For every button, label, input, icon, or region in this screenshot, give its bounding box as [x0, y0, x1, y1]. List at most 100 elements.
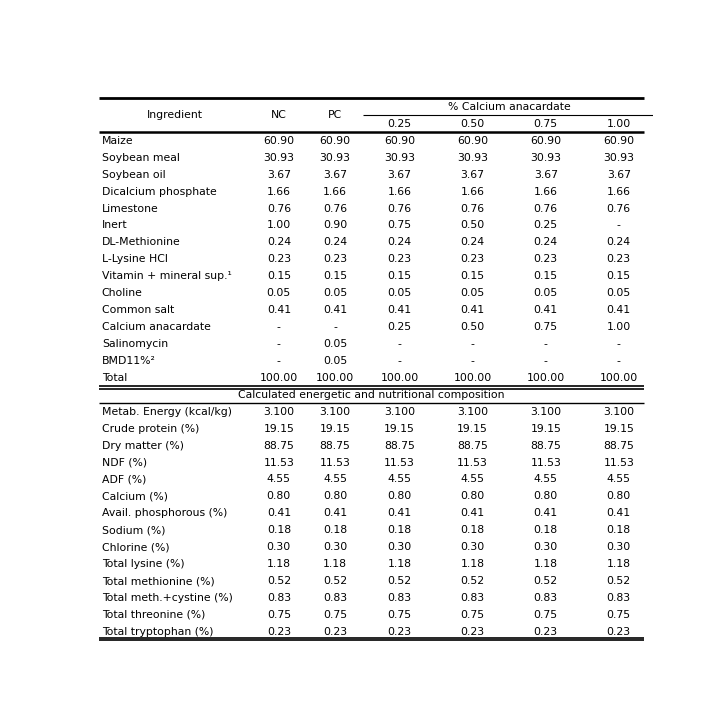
Text: -: - [398, 339, 402, 349]
Text: 0.15: 0.15 [323, 271, 347, 281]
Text: 0.80: 0.80 [534, 491, 558, 502]
Text: -: - [277, 322, 281, 332]
Text: 0.18: 0.18 [534, 525, 558, 535]
Text: 0.30: 0.30 [607, 542, 631, 553]
Text: 0.41: 0.41 [267, 508, 291, 518]
Text: 1.18: 1.18 [460, 559, 485, 569]
Text: 0.83: 0.83 [323, 593, 347, 603]
Text: 0.23: 0.23 [534, 627, 558, 637]
Text: 0.24: 0.24 [267, 238, 291, 247]
Text: 0.23: 0.23 [323, 254, 347, 265]
Text: 0.80: 0.80 [388, 491, 412, 502]
Text: Sodium (%): Sodium (%) [102, 525, 165, 535]
Text: 0.41: 0.41 [388, 305, 412, 315]
Text: 1.66: 1.66 [607, 187, 631, 196]
Text: 0.52: 0.52 [460, 576, 485, 586]
Text: 0.15: 0.15 [607, 271, 631, 281]
Text: 60.90: 60.90 [457, 136, 488, 146]
Text: 0.05: 0.05 [323, 356, 347, 366]
Text: Soybean meal: Soybean meal [102, 153, 180, 163]
Text: 60.90: 60.90 [603, 136, 634, 146]
Text: 0.41: 0.41 [267, 305, 291, 315]
Text: 0.18: 0.18 [267, 525, 291, 535]
Text: 0.41: 0.41 [323, 508, 347, 518]
Text: 0.24: 0.24 [460, 238, 485, 247]
Text: 60.90: 60.90 [263, 136, 294, 146]
Text: DL-Methionine: DL-Methionine [102, 238, 181, 247]
Text: PC: PC [328, 111, 342, 121]
Text: 3.100: 3.100 [263, 406, 294, 417]
Text: 0.24: 0.24 [607, 238, 631, 247]
Text: 1.66: 1.66 [388, 187, 412, 196]
Text: 0.30: 0.30 [323, 542, 347, 553]
Text: 30.93: 30.93 [457, 153, 488, 163]
Text: 0.23: 0.23 [607, 627, 631, 637]
Text: Total threonine (%): Total threonine (%) [102, 610, 205, 620]
Text: 3.67: 3.67 [323, 169, 347, 180]
Text: 0.30: 0.30 [534, 542, 558, 553]
Text: 100.00: 100.00 [316, 373, 355, 383]
Text: NC: NC [271, 111, 287, 121]
Text: 4.55: 4.55 [460, 475, 485, 484]
Text: Chlorine (%): Chlorine (%) [102, 542, 170, 553]
Text: Calcium anacardate: Calcium anacardate [102, 322, 211, 332]
Text: 0.24: 0.24 [323, 238, 347, 247]
Text: 88.75: 88.75 [384, 441, 415, 451]
Text: 0.05: 0.05 [534, 288, 558, 298]
Text: 1.18: 1.18 [388, 559, 412, 569]
Text: 19.15: 19.15 [263, 424, 294, 433]
Text: Dicalcium phosphate: Dicalcium phosphate [102, 187, 217, 196]
Text: 0.75: 0.75 [323, 610, 347, 620]
Text: 0.75: 0.75 [388, 610, 412, 620]
Text: 0.52: 0.52 [267, 576, 291, 586]
Text: 0.90: 0.90 [323, 220, 347, 230]
Text: Inert: Inert [102, 220, 128, 230]
Text: 11.53: 11.53 [384, 457, 415, 467]
Text: 0.83: 0.83 [607, 593, 631, 603]
Text: -: - [277, 356, 281, 366]
Text: 0.23: 0.23 [607, 254, 631, 265]
Text: 0.76: 0.76 [323, 204, 347, 214]
Text: 0.18: 0.18 [460, 525, 485, 535]
Text: 0.25: 0.25 [534, 220, 558, 230]
Text: 0.41: 0.41 [460, 305, 485, 315]
Text: 1.66: 1.66 [460, 187, 485, 196]
Text: 3.67: 3.67 [388, 169, 412, 180]
Text: -: - [471, 339, 475, 349]
Text: 0.05: 0.05 [267, 288, 291, 298]
Text: NDF (%): NDF (%) [102, 457, 147, 467]
Text: 30.93: 30.93 [384, 153, 415, 163]
Text: Dry matter (%): Dry matter (%) [102, 441, 184, 451]
Text: 0.80: 0.80 [267, 491, 291, 502]
Text: 0.80: 0.80 [323, 491, 347, 502]
Text: 1.66: 1.66 [267, 187, 291, 196]
Text: -: - [471, 356, 475, 366]
Text: 0.75: 0.75 [534, 610, 558, 620]
Text: 4.55: 4.55 [388, 475, 412, 484]
Text: 3.100: 3.100 [530, 406, 561, 417]
Text: Metab. Energy (kcal/kg): Metab. Energy (kcal/kg) [102, 406, 232, 417]
Text: 0.75: 0.75 [267, 610, 291, 620]
Text: Total methionine (%): Total methionine (%) [102, 576, 215, 586]
Text: 0.52: 0.52 [323, 576, 347, 586]
Text: 3.100: 3.100 [320, 406, 351, 417]
Text: Total lysine (%): Total lysine (%) [102, 559, 184, 569]
Text: 0.05: 0.05 [323, 288, 347, 298]
Text: Vitamin + mineral sup.¹: Vitamin + mineral sup.¹ [102, 271, 231, 281]
Text: 88.75: 88.75 [263, 441, 294, 451]
Text: 0.05: 0.05 [388, 288, 412, 298]
Text: 3.100: 3.100 [603, 406, 634, 417]
Text: Calculated energetic and nutritional composition: Calculated energetic and nutritional com… [239, 390, 505, 400]
Text: 0.76: 0.76 [607, 204, 631, 214]
Text: -: - [277, 339, 281, 349]
Text: 3.67: 3.67 [607, 169, 631, 180]
Text: 60.90: 60.90 [530, 136, 561, 146]
Text: 0.50: 0.50 [460, 220, 485, 230]
Text: 30.93: 30.93 [320, 153, 351, 163]
Text: 0.30: 0.30 [388, 542, 412, 553]
Text: 0.05: 0.05 [607, 288, 631, 298]
Text: 0.24: 0.24 [388, 238, 412, 247]
Text: 60.90: 60.90 [320, 136, 351, 146]
Text: 0.80: 0.80 [607, 491, 631, 502]
Text: -: - [617, 356, 621, 366]
